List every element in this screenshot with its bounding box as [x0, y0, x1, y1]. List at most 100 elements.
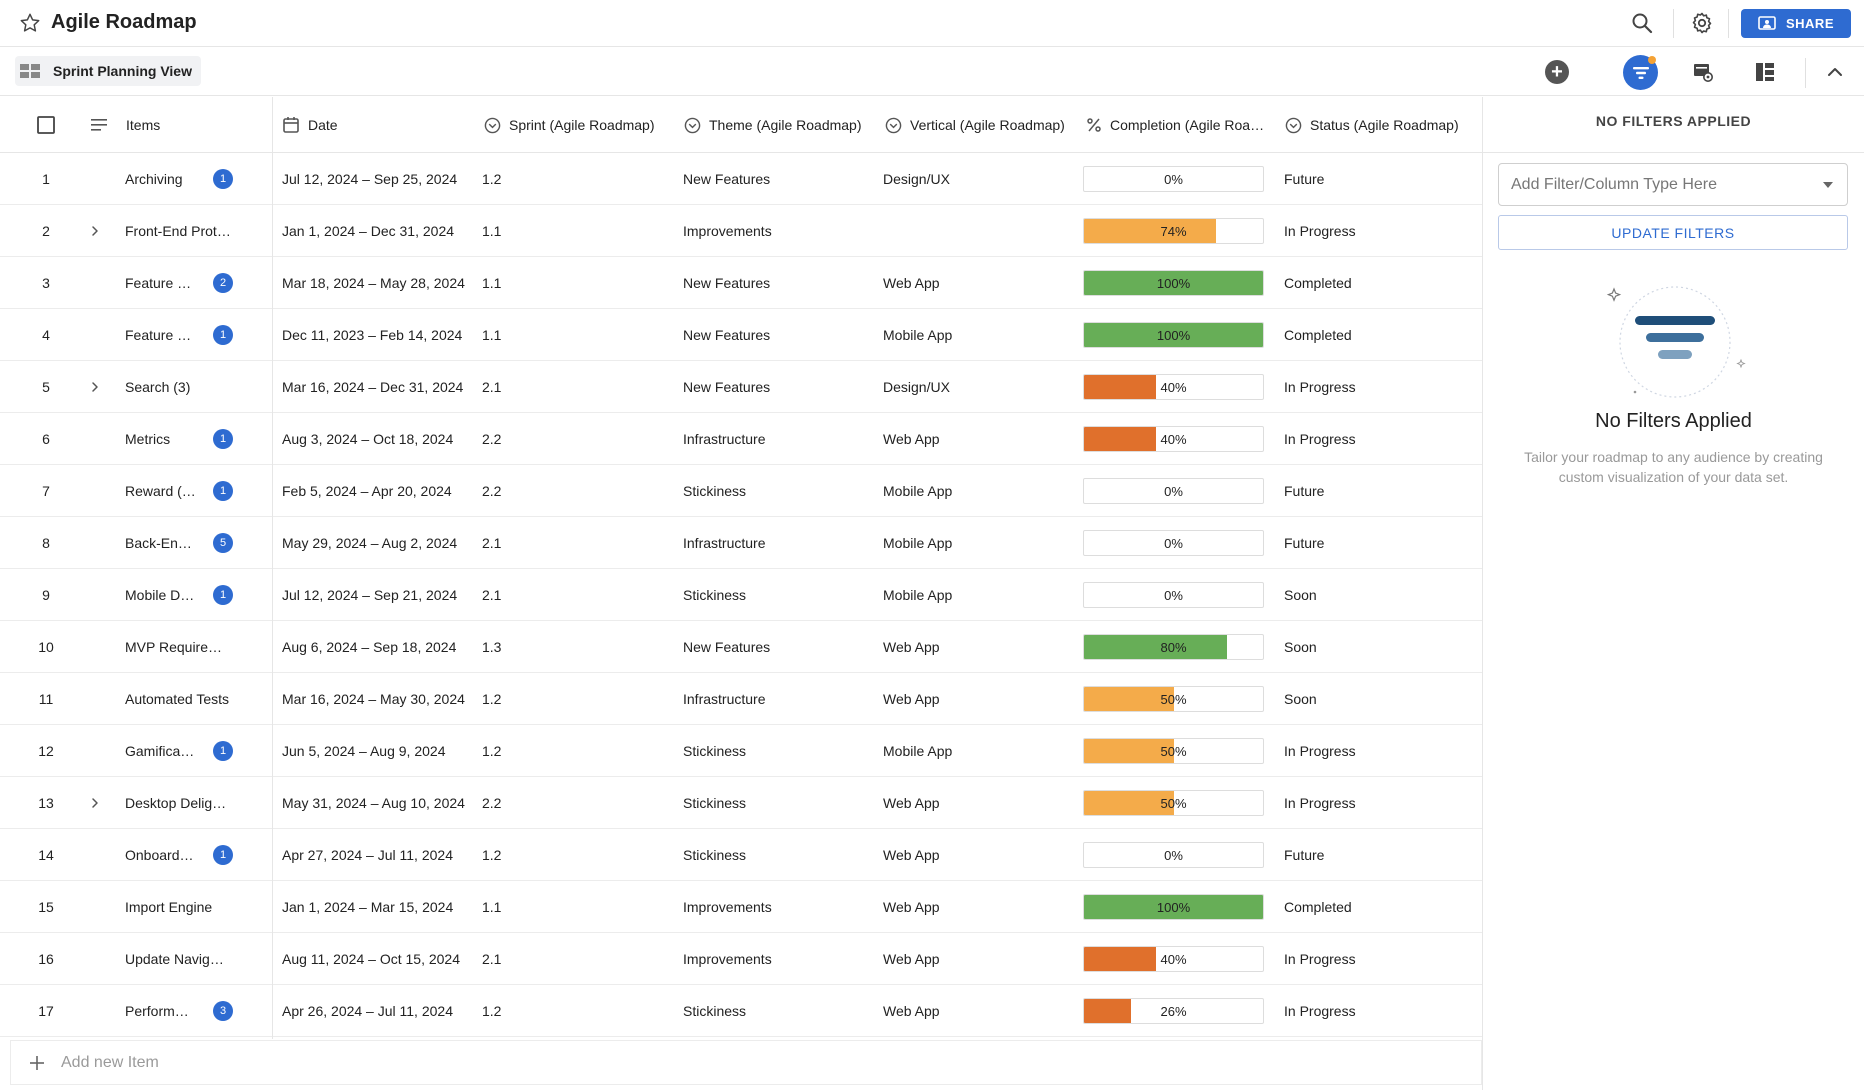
item-name[interactable]: Front-End Prot… [125, 223, 231, 239]
sprint-cell[interactable]: 2.1 [482, 535, 502, 551]
status-cell[interactable]: In Progress [1284, 223, 1356, 239]
theme-cell[interactable]: Stickiness [683, 587, 747, 603]
completion-cell[interactable]: 100% [1083, 309, 1264, 361]
item-badge[interactable]: 5 [213, 517, 233, 569]
filter-toggle-button[interactable] [1623, 55, 1658, 90]
date-cell[interactable]: Apr 27, 2024 – Jul 11, 2024 [282, 847, 453, 863]
status-cell[interactable]: Completed [1284, 899, 1352, 915]
completion-cell[interactable]: 40% [1083, 361, 1264, 413]
item-name[interactable]: Mobile D… [125, 587, 195, 603]
sprint-cell[interactable]: 2.1 [482, 951, 502, 967]
column-header-completion[interactable]: Completion (Agile Roa… [1086, 97, 1264, 153]
status-cell[interactable]: In Progress [1284, 743, 1356, 759]
table-row[interactable]: 10 MVP Require… Aug 6, 2024 – Sep 18, 2024… [0, 621, 1483, 673]
vertical-cell[interactable]: Web App [883, 847, 940, 863]
vertical-cell[interactable]: Mobile App [883, 483, 953, 499]
chevron-right-icon[interactable] [88, 777, 102, 829]
completion-cell[interactable]: 100% [1083, 881, 1264, 933]
column-header-vertical[interactable]: Vertical (Agile Roadmap) [885, 97, 1065, 153]
date-cell[interactable]: Aug 11, 2024 – Oct 15, 2024 [282, 951, 460, 967]
vertical-cell[interactable]: Web App [883, 795, 940, 811]
vertical-cell[interactable]: Web App [883, 431, 940, 447]
item-name[interactable]: Archiving [125, 171, 183, 187]
date-cell[interactable]: Jul 12, 2024 – Sep 21, 2024 [282, 587, 458, 603]
sprint-cell[interactable]: 1.2 [482, 847, 502, 863]
table-row[interactable]: 8 Back-En… 5 May 29, 2024 – Aug 2, 2024 2.1 I… [0, 517, 1483, 569]
sprint-cell[interactable]: 2.1 [482, 379, 502, 395]
vertical-cell[interactable]: Mobile App [883, 327, 953, 343]
item-name[interactable]: Update Navig… [125, 951, 224, 967]
completion-cell[interactable]: 0% [1083, 465, 1264, 517]
item-badge[interactable]: 1 [213, 465, 233, 517]
vertical-cell[interactable]: Design/UX [883, 379, 950, 395]
date-cell[interactable]: Dec 11, 2023 – Feb 14, 2024 [282, 327, 463, 343]
table-row[interactable]: 6 Metrics 1 Aug 3, 2024 – Oct 18, 2024 2.2 In… [0, 413, 1483, 465]
theme-cell[interactable]: Stickiness [683, 795, 747, 811]
theme-cell[interactable]: Infrastructure [683, 691, 766, 707]
chevron-right-icon[interactable] [88, 205, 102, 257]
item-name[interactable]: Gamifica… [125, 743, 195, 759]
table-row[interactable]: 15 Import Engine Jan 1, 2024 – Mar 15, 202… [0, 881, 1483, 933]
item-badge[interactable]: 1 [213, 569, 233, 621]
status-cell[interactable]: Completed [1284, 327, 1352, 343]
completion-cell[interactable]: 0% [1083, 569, 1264, 621]
date-cell[interactable]: Feb 5, 2024 – Apr 20, 2024 [282, 483, 452, 499]
view-selector[interactable]: Sprint Planning View [15, 56, 201, 86]
theme-cell[interactable]: Improvements [683, 223, 772, 239]
table-row[interactable]: 5 Search (3) Mar 16, 2024 – Dec 31, 2024 2.… [0, 361, 1483, 413]
item-name[interactable]: Feature … [125, 275, 192, 291]
search-icon[interactable] [1630, 11, 1654, 35]
table-row[interactable]: 4 Feature … 1 Dec 11, 2023 – Feb 14, 2024 1.… [0, 309, 1483, 361]
theme-cell[interactable]: Infrastructure [683, 535, 766, 551]
date-cell[interactable]: Jan 1, 2024 – Dec 31, 2024 [282, 223, 455, 239]
status-cell[interactable]: Future [1284, 171, 1325, 187]
table-row[interactable]: 14 Onboard… 1 Apr 27, 2024 – Jul 11, 2024 1.… [0, 829, 1483, 881]
table-row[interactable]: 12 Gamifica… 1 Jun 5, 2024 – Aug 9, 2024 1.2… [0, 725, 1483, 777]
item-name[interactable]: Perform… [125, 1003, 189, 1019]
column-header-status[interactable]: Status (Agile Roadmap) [1285, 97, 1459, 153]
status-cell[interactable]: Future [1284, 847, 1325, 863]
completion-cell[interactable]: 50% [1083, 673, 1264, 725]
item-name[interactable]: Onboard… [125, 847, 194, 863]
sprint-cell[interactable]: 1.1 [482, 899, 502, 915]
vertical-cell[interactable]: Design/UX [883, 171, 950, 187]
theme-cell[interactable]: Stickiness [683, 483, 747, 499]
completion-cell[interactable]: 74% [1083, 205, 1264, 257]
completion-cell[interactable]: 0% [1083, 829, 1264, 881]
completion-cell[interactable]: 40% [1083, 933, 1264, 985]
card-settings-icon[interactable] [1691, 60, 1715, 84]
chevron-up-icon[interactable] [1823, 60, 1847, 84]
item-name[interactable]: MVP Require… [125, 639, 223, 655]
theme-cell[interactable]: Stickiness [683, 743, 747, 759]
sprint-cell[interactable]: 1.1 [482, 275, 502, 291]
sprint-cell[interactable]: 2.1 [482, 587, 502, 603]
column-header-date[interactable]: Date [282, 97, 338, 153]
status-cell[interactable]: Soon [1284, 587, 1317, 603]
vertical-cell[interactable]: Mobile App [883, 535, 953, 551]
theme-cell[interactable]: New Features [683, 639, 771, 655]
completion-cell[interactable]: 0% [1083, 517, 1264, 569]
add-new-item-row[interactable]: Add new Item [10, 1040, 1482, 1085]
date-cell[interactable]: Jan 1, 2024 – Mar 15, 2024 [282, 899, 454, 915]
column-header-items[interactable]: Items [90, 97, 160, 153]
status-cell[interactable]: Future [1284, 483, 1325, 499]
sprint-cell[interactable]: 1.2 [482, 691, 502, 707]
table-row[interactable]: 3 Feature … 2 Mar 18, 2024 – May 28, 2024 1.… [0, 257, 1483, 309]
date-cell[interactable]: Apr 26, 2024 – Jul 11, 2024 [282, 1003, 453, 1019]
status-cell[interactable]: In Progress [1284, 431, 1356, 447]
item-name[interactable]: Import Engine [125, 899, 213, 915]
status-cell[interactable]: Future [1284, 535, 1325, 551]
date-cell[interactable]: Aug 3, 2024 – Oct 18, 2024 [282, 431, 454, 447]
date-cell[interactable]: May 31, 2024 – Aug 10, 2024 [282, 795, 465, 811]
status-cell[interactable]: In Progress [1284, 795, 1356, 811]
status-cell[interactable]: In Progress [1284, 951, 1356, 967]
theme-cell[interactable]: Stickiness [683, 1003, 747, 1019]
chevron-right-icon[interactable] [88, 361, 102, 413]
date-cell[interactable]: Mar 16, 2024 – May 30, 2024 [282, 691, 465, 707]
item-badge[interactable]: 1 [213, 413, 233, 465]
theme-cell[interactable]: New Features [683, 275, 771, 291]
item-name[interactable]: Desktop Delig… [125, 795, 227, 811]
item-name[interactable]: Feature … [125, 327, 192, 343]
item-name[interactable]: Back-En… [125, 535, 192, 551]
filter-column-select[interactable]: Add Filter/Column Type Here [1498, 163, 1848, 206]
